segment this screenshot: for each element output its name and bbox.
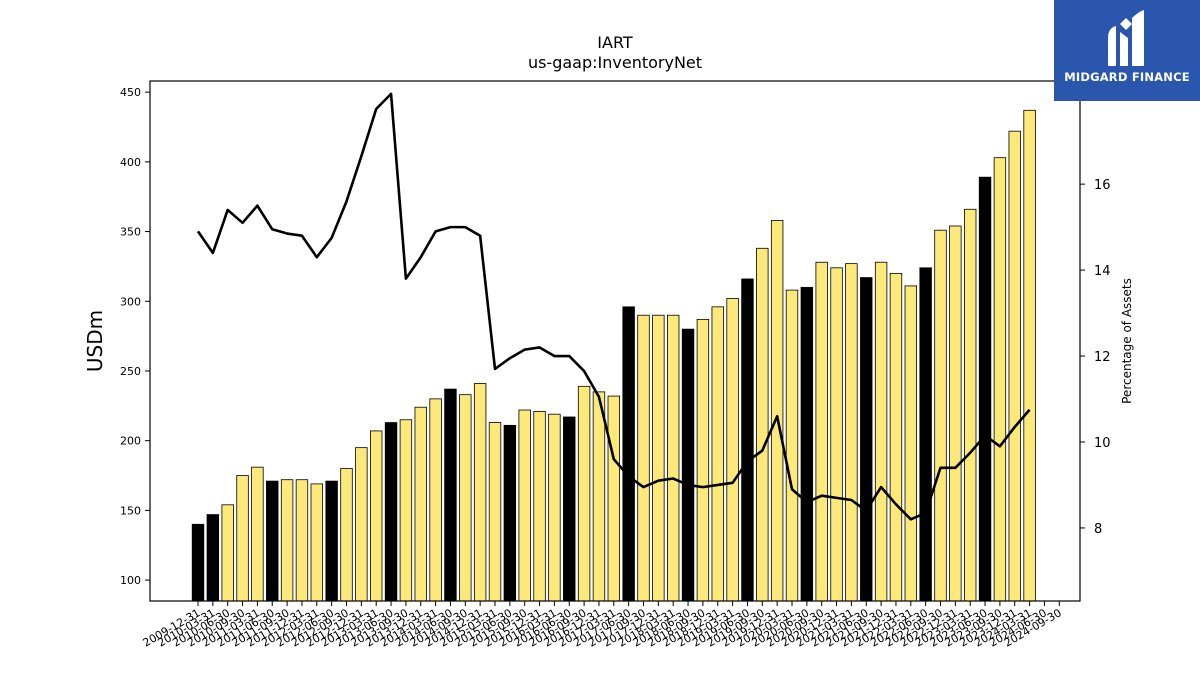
y-tick-label: 250	[120, 365, 141, 378]
bar	[369, 430, 383, 602]
bar	[726, 298, 739, 602]
percentage-line	[196, 92, 1031, 521]
bar	[949, 225, 962, 602]
bar	[310, 483, 324, 602]
bar	[696, 318, 710, 602]
bar	[800, 286, 814, 602]
bar	[548, 413, 561, 602]
y2-tick-label: 8	[1094, 522, 1102, 537]
bar	[429, 398, 442, 602]
bar	[889, 272, 903, 602]
bar	[340, 468, 353, 602]
bar	[1023, 109, 1036, 602]
bar	[251, 466, 264, 602]
bar	[518, 409, 531, 602]
midgard-logo-icon	[1108, 10, 1144, 66]
bar	[874, 261, 888, 602]
bar	[904, 285, 918, 602]
bar	[815, 261, 828, 602]
bar	[845, 263, 858, 602]
bar	[1008, 130, 1021, 602]
brand-name: MIDGARD FINANCE	[1064, 70, 1190, 84]
bar	[830, 267, 843, 602]
y-tick-label: 350	[120, 226, 141, 239]
bar	[860, 277, 873, 602]
bar	[503, 424, 517, 602]
bar	[993, 157, 1007, 602]
line-layer	[196, 92, 1031, 521]
bar	[236, 475, 249, 602]
bar	[563, 416, 576, 602]
bar	[399, 419, 413, 602]
y-tick-label: 200	[120, 435, 141, 448]
bar	[325, 480, 338, 602]
bar	[622, 306, 635, 602]
bar	[681, 328, 695, 602]
bar	[785, 289, 799, 602]
bar	[266, 480, 279, 602]
bar	[770, 220, 784, 602]
bar	[191, 523, 205, 602]
y2-tick-label: 10	[1094, 436, 1111, 451]
y2-axis-label: Percentage of Assets	[1120, 278, 1134, 404]
chart-title: IART	[597, 33, 633, 52]
bar	[667, 314, 680, 602]
bar	[280, 479, 294, 602]
bar	[919, 267, 932, 602]
bar	[934, 229, 947, 602]
y-tick-label: 400	[120, 156, 141, 169]
chart-subtitle: us-gaap:InventoryNet	[528, 53, 702, 72]
brand-logo: MIDGARD FINANCE	[1054, 0, 1200, 101]
bar	[592, 391, 606, 602]
bar	[414, 406, 427, 602]
bar	[652, 314, 665, 602]
bar	[473, 383, 487, 602]
bar	[741, 278, 754, 602]
ticks-layer: 1001502002503003504004508101214162009-12…	[120, 86, 1111, 649]
bars-layer	[191, 109, 1036, 602]
y-tick-label: 450	[120, 86, 141, 99]
bar	[444, 388, 457, 602]
y-tick-label: 100	[120, 574, 141, 587]
y2-tick-label: 12	[1094, 350, 1111, 365]
plot-frame	[149, 80, 1081, 602]
bar	[577, 385, 591, 602]
bar	[978, 176, 992, 602]
y-axis-label: USDm	[83, 310, 107, 372]
bar	[637, 314, 650, 602]
bar	[355, 447, 368, 602]
y-tick-label: 150	[120, 504, 141, 517]
bar	[711, 306, 724, 602]
bar	[206, 514, 220, 602]
axes-layer	[149, 80, 1081, 602]
bar	[533, 410, 546, 602]
bar	[488, 422, 502, 602]
bar	[459, 394, 472, 602]
bar	[964, 208, 977, 602]
bar	[756, 247, 769, 602]
bar	[384, 422, 398, 602]
bar	[295, 479, 309, 602]
y2-tick-label: 16	[1094, 178, 1111, 193]
bar	[221, 504, 234, 602]
y2-tick-label: 14	[1094, 264, 1111, 279]
y-tick-label: 300	[120, 295, 141, 308]
bar	[607, 395, 621, 602]
